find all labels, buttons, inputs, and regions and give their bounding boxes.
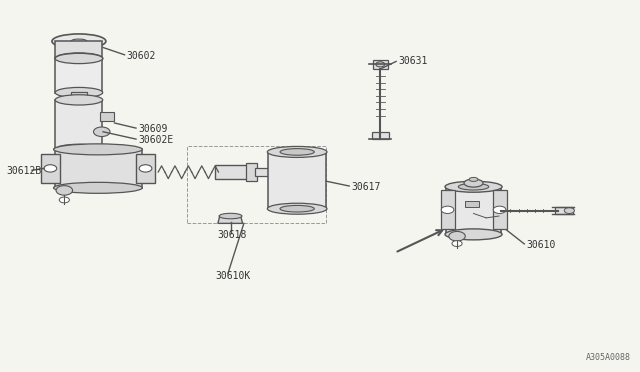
Ellipse shape bbox=[71, 39, 87, 44]
Ellipse shape bbox=[55, 95, 102, 105]
Bar bbox=[372, 60, 388, 69]
Ellipse shape bbox=[458, 183, 489, 190]
Circle shape bbox=[56, 186, 72, 195]
Circle shape bbox=[452, 241, 462, 247]
Circle shape bbox=[44, 165, 57, 172]
Polygon shape bbox=[218, 216, 243, 223]
Ellipse shape bbox=[219, 213, 242, 219]
Circle shape bbox=[441, 206, 454, 214]
Polygon shape bbox=[56, 41, 102, 58]
Bar bbox=[71, 92, 86, 100]
Circle shape bbox=[93, 127, 110, 137]
Ellipse shape bbox=[445, 229, 502, 240]
Polygon shape bbox=[440, 190, 454, 229]
Ellipse shape bbox=[54, 144, 142, 155]
Text: 30617: 30617 bbox=[351, 182, 380, 192]
Ellipse shape bbox=[469, 177, 478, 182]
Text: 30612B: 30612B bbox=[6, 166, 41, 176]
Bar bbox=[372, 132, 388, 139]
Circle shape bbox=[60, 197, 69, 203]
Circle shape bbox=[449, 231, 465, 241]
Ellipse shape bbox=[268, 147, 327, 157]
Ellipse shape bbox=[280, 205, 314, 212]
Circle shape bbox=[564, 208, 575, 214]
Text: 30610K: 30610K bbox=[215, 271, 251, 281]
Ellipse shape bbox=[280, 149, 314, 155]
Text: 30631: 30631 bbox=[398, 56, 428, 66]
Text: 30602E: 30602E bbox=[138, 135, 173, 145]
Ellipse shape bbox=[55, 87, 102, 98]
Ellipse shape bbox=[71, 98, 86, 102]
Polygon shape bbox=[56, 58, 102, 93]
Ellipse shape bbox=[54, 182, 142, 193]
Bar bbox=[465, 201, 479, 207]
Polygon shape bbox=[41, 154, 60, 183]
Polygon shape bbox=[136, 154, 155, 183]
Text: 30609: 30609 bbox=[138, 124, 167, 134]
Ellipse shape bbox=[55, 53, 102, 64]
Bar bbox=[100, 112, 114, 121]
Polygon shape bbox=[56, 100, 102, 149]
Circle shape bbox=[493, 206, 506, 214]
Bar bbox=[187, 147, 326, 223]
Text: 30610: 30610 bbox=[526, 240, 556, 250]
Ellipse shape bbox=[268, 203, 327, 214]
Polygon shape bbox=[445, 187, 502, 234]
Bar bbox=[215, 165, 250, 179]
Polygon shape bbox=[493, 190, 506, 229]
Ellipse shape bbox=[55, 144, 102, 154]
Ellipse shape bbox=[464, 179, 483, 187]
Circle shape bbox=[139, 165, 152, 172]
Polygon shape bbox=[56, 149, 142, 188]
Bar bbox=[255, 168, 280, 176]
Ellipse shape bbox=[55, 53, 102, 64]
Text: A305A0088: A305A0088 bbox=[586, 353, 631, 362]
Polygon shape bbox=[268, 152, 326, 209]
Text: 30602: 30602 bbox=[127, 51, 156, 61]
Bar bbox=[555, 207, 573, 214]
Ellipse shape bbox=[445, 181, 502, 192]
Circle shape bbox=[376, 62, 385, 67]
Bar bbox=[246, 163, 257, 181]
Ellipse shape bbox=[52, 34, 106, 49]
Text: 30618: 30618 bbox=[217, 231, 246, 240]
